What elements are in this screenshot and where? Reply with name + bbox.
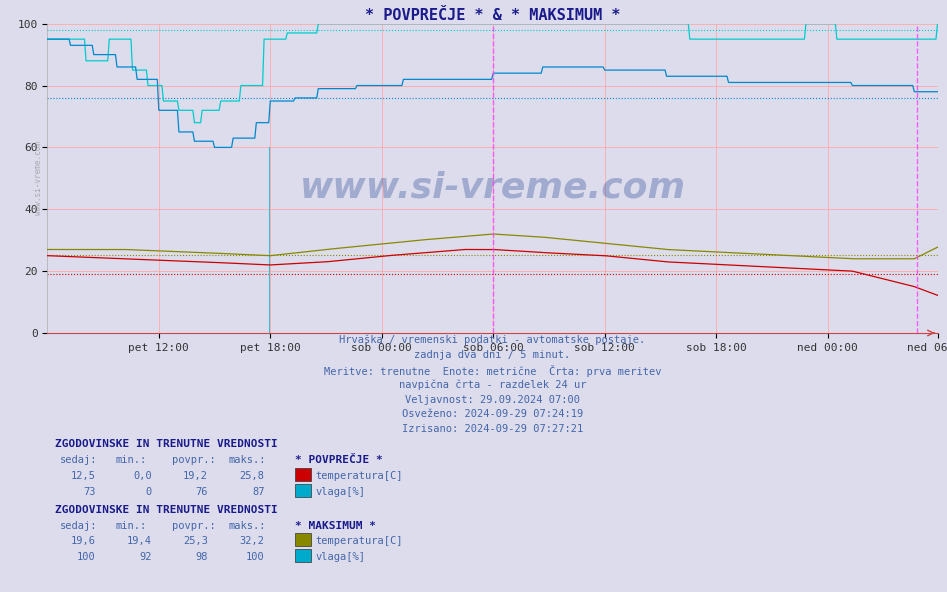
Text: 19,4: 19,4 — [127, 536, 152, 546]
Text: * MAKSIMUM *: * MAKSIMUM * — [295, 520, 376, 530]
Text: ZGODOVINSKE IN TRENUTNE VREDNOSTI: ZGODOVINSKE IN TRENUTNE VREDNOSTI — [55, 439, 277, 449]
Text: Veljavnost: 29.09.2024 07:00: Veljavnost: 29.09.2024 07:00 — [405, 394, 580, 404]
Text: Osveženo: 2024-09-29 07:24:19: Osveženo: 2024-09-29 07:24:19 — [402, 410, 583, 419]
Text: sedaj:: sedaj: — [60, 455, 98, 465]
Text: 19,6: 19,6 — [70, 536, 96, 546]
Title: * POVPREČJE * & * MAKSIMUM *: * POVPREČJE * & * MAKSIMUM * — [365, 8, 620, 22]
Text: maks.:: maks.: — [229, 455, 266, 465]
Text: min.:: min.: — [116, 520, 147, 530]
Text: navpična črta - razdelek 24 ur: navpična črta - razdelek 24 ur — [399, 379, 586, 390]
Bar — [295, 468, 312, 481]
Text: zadnja dva dni / 5 minut.: zadnja dva dni / 5 minut. — [415, 350, 570, 360]
Text: 87: 87 — [252, 487, 264, 497]
Bar — [295, 533, 312, 546]
Text: vlaga[%]: vlaga[%] — [315, 552, 366, 562]
Text: povpr.:: povpr.: — [172, 520, 216, 530]
Bar — [295, 549, 312, 562]
Text: www.si-vreme.com: www.si-vreme.com — [299, 170, 686, 205]
Text: temperatura[C]: temperatura[C] — [315, 536, 402, 546]
Text: 92: 92 — [139, 552, 152, 562]
Bar — [295, 484, 312, 497]
Text: vlaga[%]: vlaga[%] — [315, 487, 366, 497]
Text: 0: 0 — [146, 487, 152, 497]
Text: sedaj:: sedaj: — [60, 520, 98, 530]
Text: 100: 100 — [245, 552, 264, 562]
Text: povpr.:: povpr.: — [172, 455, 216, 465]
Text: 19,2: 19,2 — [183, 471, 208, 481]
Text: 12,5: 12,5 — [70, 471, 96, 481]
Text: 25,8: 25,8 — [240, 471, 264, 481]
Text: ZGODOVINSKE IN TRENUTNE VREDNOSTI: ZGODOVINSKE IN TRENUTNE VREDNOSTI — [55, 505, 277, 514]
Text: maks.:: maks.: — [229, 520, 266, 530]
Text: 25,3: 25,3 — [183, 536, 208, 546]
Text: Meritve: trenutne  Enote: metrične  Črta: prva meritev: Meritve: trenutne Enote: metrične Črta: … — [324, 365, 661, 377]
Text: Hrvaška / vremenski podatki - avtomatske postaje.: Hrvaška / vremenski podatki - avtomatske… — [339, 335, 646, 346]
Text: 0,0: 0,0 — [133, 471, 152, 481]
Text: 73: 73 — [82, 487, 96, 497]
Text: Izrisano: 2024-09-29 07:27:21: Izrisano: 2024-09-29 07:27:21 — [402, 424, 583, 435]
Text: min.:: min.: — [116, 455, 147, 465]
Text: 98: 98 — [196, 552, 208, 562]
Text: * POVPREČJE *: * POVPREČJE * — [295, 455, 383, 465]
Text: 32,2: 32,2 — [240, 536, 264, 546]
Text: 76: 76 — [196, 487, 208, 497]
Text: 100: 100 — [77, 552, 96, 562]
Text: www.si-vreme.com: www.si-vreme.com — [34, 141, 43, 215]
Text: temperatura[C]: temperatura[C] — [315, 471, 402, 481]
